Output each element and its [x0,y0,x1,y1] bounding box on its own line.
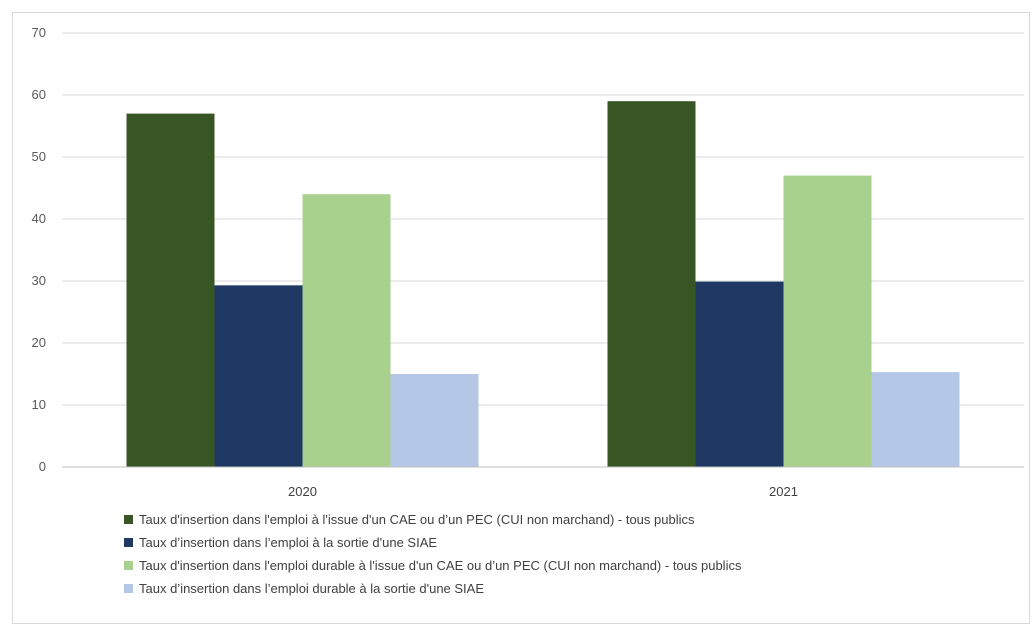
legend-item: Taux d'insertion dans l'emploi à l'issue… [124,508,1004,531]
bar-2021-series-1 [607,101,696,467]
y-tick-label: 40 [32,211,46,226]
legend-item: Taux d'insertion dans l'emploi durable à… [124,554,1004,577]
x-axis-ticks: 2020 2021 [288,484,798,499]
y-tick-label: 20 [32,335,46,350]
x-tick-label: 2021 [769,484,798,499]
legend-swatch [124,538,133,547]
y-tick-label: 60 [32,87,46,102]
bar-chart: 0 10 20 30 40 50 60 70 2020 2021 [32,25,1024,499]
y-tick-label: 50 [32,149,46,164]
legend: Taux d'insertion dans l'emploi à l'issue… [124,508,1004,600]
legend-item: Taux d’insertion dans l’emploi à la sort… [124,531,1004,554]
x-tick-label: 2020 [288,484,317,499]
bars [126,101,960,467]
bar-2020-series-1 [126,113,215,467]
bar-2021-series-3 [783,175,872,467]
bar-2020-series-4 [390,374,479,467]
legend-swatch [124,584,133,593]
bar-2021-series-2 [695,281,784,467]
legend-label: Taux d’insertion dans l’emploi à la sort… [139,535,438,550]
y-axis-ticks: 0 10 20 30 40 50 60 70 [32,25,46,474]
y-tick-label: 10 [32,397,46,412]
legend-item: Taux d’insertion dans l’emploi durable à… [124,577,1004,600]
y-tick-label: 0 [39,459,46,474]
y-tick-label: 70 [32,25,46,40]
legend-label: Taux d'insertion dans l'emploi durable à… [139,558,742,573]
legend-label: Taux d'insertion dans l'emploi à l'issue… [139,512,695,527]
legend-swatch [124,561,133,570]
legend-swatch [124,515,133,524]
bar-2020-series-3 [302,194,391,467]
bar-2021-series-4 [871,372,960,467]
bar-2020-series-2 [214,285,303,467]
legend-label: Taux d’insertion dans l’emploi durable à… [139,581,485,596]
y-tick-label: 30 [32,273,46,288]
